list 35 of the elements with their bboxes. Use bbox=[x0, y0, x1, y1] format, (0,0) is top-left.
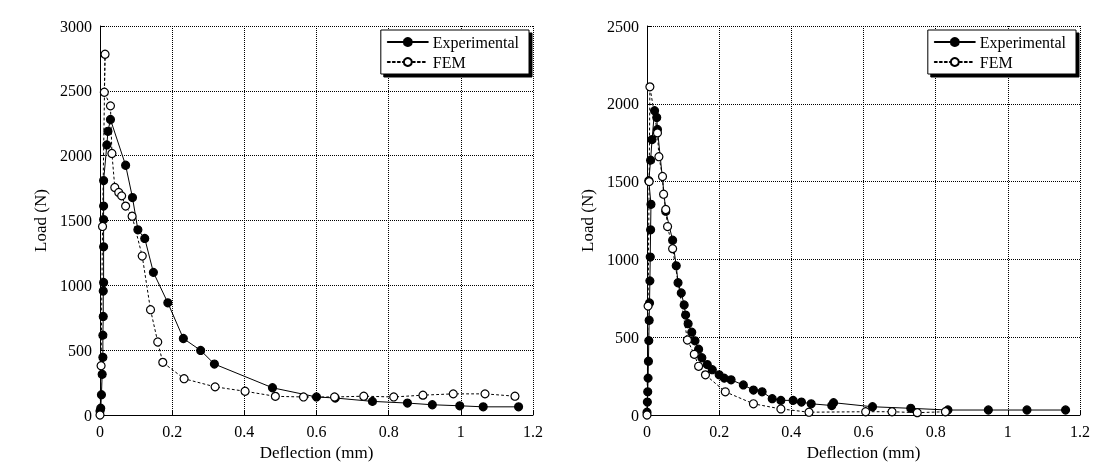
x-tick-label: 0.8 bbox=[925, 422, 946, 440]
y-tick-label: 1500 bbox=[60, 212, 92, 229]
legend-label: Experimental bbox=[979, 33, 1067, 52]
legend-label: FEM bbox=[432, 53, 466, 71]
x-axis-title: Deflection (mm) bbox=[806, 442, 921, 462]
x-axis-title: Deflection (mm) bbox=[259, 442, 374, 462]
x-tick-label: 1 bbox=[456, 422, 465, 440]
y-tick-label: 1500 bbox=[607, 173, 639, 191]
x-tick-label: 0.6 bbox=[853, 422, 874, 440]
x-tick-label: 0.2 bbox=[709, 422, 730, 440]
y-axis-title: Load (N) bbox=[578, 189, 598, 252]
x-tick-label: 0 bbox=[96, 422, 104, 440]
x-tick-label: 0.6 bbox=[306, 422, 327, 440]
y-tick-label: 500 bbox=[615, 328, 639, 346]
x-tick-label: 1.2 bbox=[523, 422, 543, 440]
y-tick-label: 2000 bbox=[60, 147, 92, 165]
y-tick-label: 3000 bbox=[60, 17, 92, 35]
x-tick-label: 0.2 bbox=[162, 422, 183, 440]
x-tick-label: 1.2 bbox=[1070, 422, 1090, 440]
x-tick-label: 0.4 bbox=[234, 422, 255, 440]
y-tick-label: 1000 bbox=[607, 250, 639, 268]
y-tick-label: 500 bbox=[68, 341, 92, 359]
x-tick-label: 0.8 bbox=[378, 422, 399, 440]
y-tick-label: 2000 bbox=[607, 95, 639, 113]
x-tick-label: 0 bbox=[643, 422, 651, 440]
y-tick-label: 2500 bbox=[60, 82, 92, 100]
x-tick-label: 1 bbox=[1003, 422, 1012, 440]
legend-label: FEM bbox=[979, 53, 1013, 71]
legend-label: Experimental bbox=[432, 33, 520, 52]
y-tick-label: 0 bbox=[631, 406, 639, 424]
y-tick-label: 1000 bbox=[60, 276, 92, 294]
y-axis-title: Load (N) bbox=[31, 189, 51, 252]
y-tick-label: 2500 bbox=[607, 17, 639, 35]
y-tick-label: 0 bbox=[84, 406, 92, 424]
x-tick-label: 0.4 bbox=[781, 422, 802, 440]
